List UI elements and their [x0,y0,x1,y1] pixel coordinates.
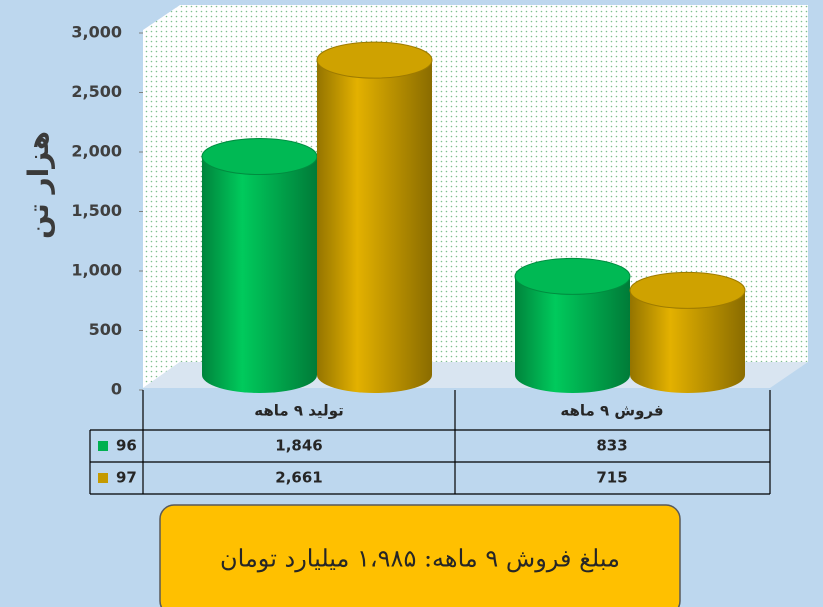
table-value: 715 [596,469,627,487]
cylinder [317,60,432,393]
side-wall [143,5,180,388]
y-tick-label: 3,000 [71,23,122,42]
table-value: 833 [596,437,627,455]
legend-label: 96 [116,437,137,455]
table-value: 1,846 [275,437,322,455]
legend-key [98,441,108,451]
x-tick-label: تولید ۹ ماهه [254,402,343,420]
y-tick-label: 1,500 [71,201,122,220]
cylinder-top [629,271,746,309]
x-tick-label: فروش ۹ ماهه [560,402,663,420]
cylinder-top [514,257,631,295]
legend-label: 97 [116,469,137,487]
y-tick-label: 2,000 [71,142,122,161]
data-table [89,390,771,495]
y-axis-label: هزار تن [22,131,55,239]
annotation-box [159,504,681,607]
y-tick-label: 0 [111,380,122,399]
plot-area [139,32,746,393]
table-value: 2,661 [275,469,322,487]
y-tick-label: 500 [89,320,122,339]
cylinder [629,290,745,393]
cylinder-top [316,41,433,79]
y-tick-label: 1,000 [71,261,122,280]
cylinder [202,156,317,393]
y-tick-label: 2,500 [71,82,122,101]
cylinder-top [201,138,318,176]
legend-key [98,473,108,483]
annotation: مبلغ فروش ۹ ماهه: ۱،۹۸۵ میلیارد تومان [220,545,620,573]
cylinder [515,276,630,393]
